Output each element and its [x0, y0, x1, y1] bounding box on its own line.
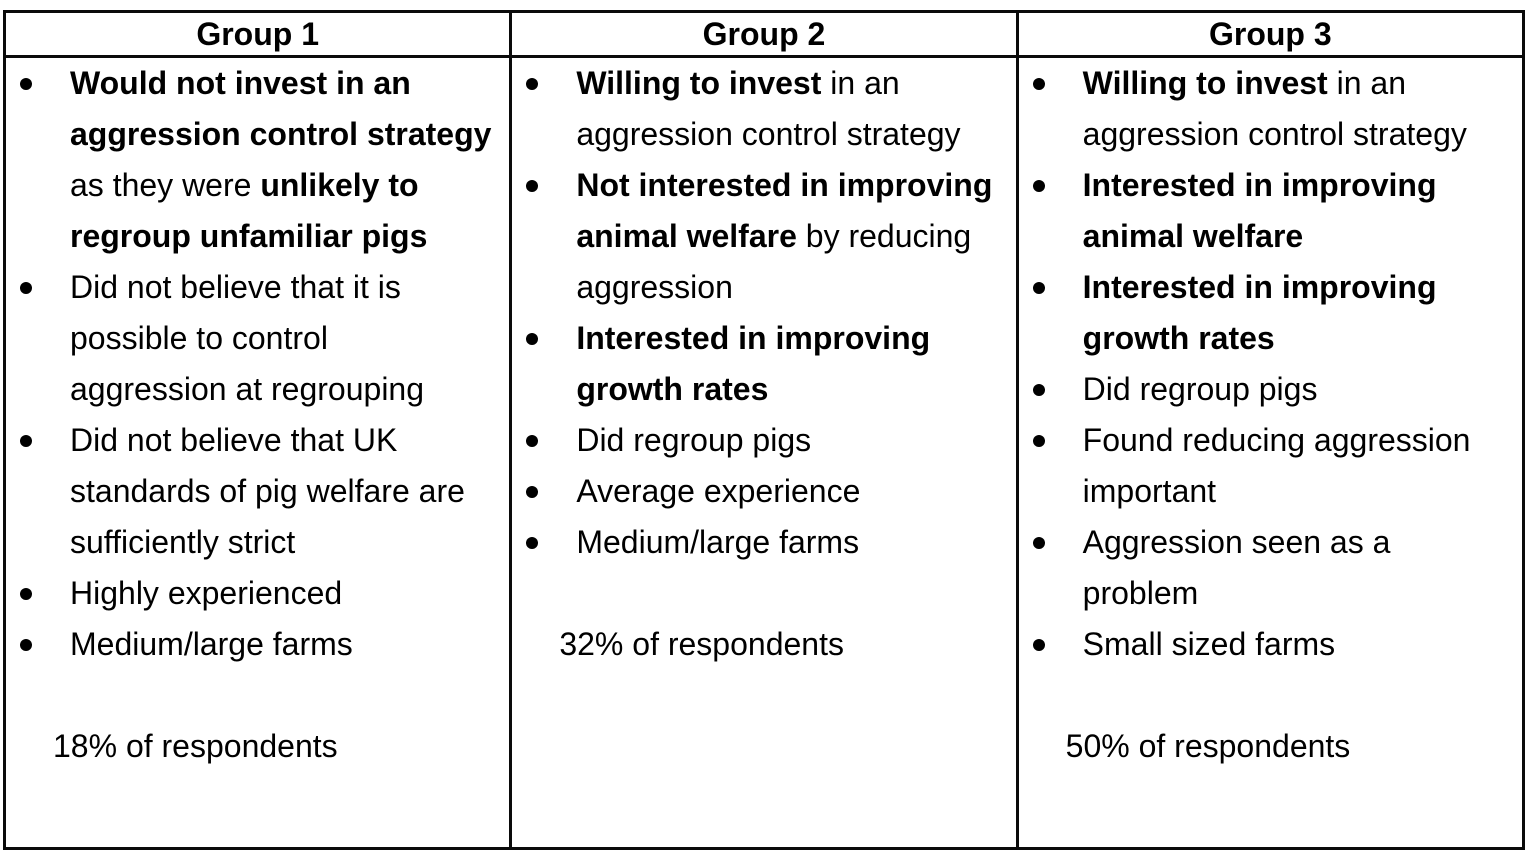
bullet-item: Medium/large farms: [6, 619, 505, 670]
bullet-line: possible to control: [70, 320, 328, 356]
group-2-column: Group 2 Willing to invest in an aggressio…: [509, 13, 1016, 847]
bullet-icon: [526, 333, 539, 345]
bullet-item: Not interested in improving animal welfar…: [512, 160, 1011, 313]
group-3-column: Group 3 Willing to invest in an aggressio…: [1015, 13, 1522, 847]
bullet-icon: [1032, 78, 1045, 90]
bullet-item: Aggression seen as a problem: [1019, 517, 1518, 619]
group-3-header: Group 3: [1018, 13, 1522, 58]
group-2-bullet-list: Willing to invest in an aggression contro…: [512, 58, 1011, 568]
bullet-line: Interested in improving: [1082, 269, 1437, 305]
bullet-item: Found reducing aggression important: [1019, 415, 1518, 517]
bullet-icon: [20, 588, 32, 600]
bullet-item: Highly experienced: [6, 568, 505, 619]
bullet-item: Willing to invest in an aggression contro…: [1019, 58, 1518, 160]
bullet-line: important: [1082, 473, 1217, 509]
group-1-body: Would not invest in an aggression control…: [6, 58, 509, 847]
bullet-item: Small sized farms: [1019, 619, 1518, 670]
bullet-line: Medium/large farms: [576, 524, 860, 560]
bullet-line: aggression at regrouping: [70, 371, 425, 407]
bullet-line: Did regroup pigs: [576, 422, 812, 458]
respondent-groups-table: Group 1 Would not invest in an aggression…: [3, 10, 1525, 850]
bullet-line: Average experience: [576, 473, 861, 509]
bullet-line: Willing to invest in an: [1082, 65, 1406, 101]
bullet-icon: [1032, 282, 1045, 294]
bullet-line: growth rates: [1082, 320, 1275, 356]
bullet-line: aggression control strategy: [1082, 116, 1467, 152]
bullet-line: Not interested in improving: [576, 167, 993, 203]
bullet-icon: [526, 435, 539, 447]
bullet-icon: [526, 180, 539, 192]
bullet-line: as they were unlikely to: [70, 167, 419, 203]
group-2-respondent-share: 32% of respondents: [559, 626, 844, 662]
bullet-icon: [1032, 384, 1045, 396]
bullet-item: Interested in improving growth rates: [1019, 262, 1518, 364]
group-3-respondent-share: 50% of respondents: [1065, 728, 1351, 764]
group-2-body: Willing to invest in an aggression contro…: [512, 58, 1015, 847]
group-3-bullet-list: Willing to invest in an aggression contro…: [1019, 58, 1518, 670]
group-1-column: Group 1 Would not invest in an aggression…: [6, 13, 510, 847]
bullet-line: Willing to invest in an: [576, 65, 900, 101]
bullet-item: Did not believe that UK standards of pig …: [6, 415, 505, 568]
bullet-icon: [526, 486, 539, 498]
bullet-line: aggression control strategy: [70, 116, 492, 152]
bullet-icon: [20, 639, 32, 651]
bullet-line: problem: [1082, 575, 1199, 611]
bullet-line: Did not believe that UK: [70, 422, 398, 458]
bullet-line: animal welfare by reducing: [576, 218, 972, 254]
bullet-item: Interested in improving animal welfare: [1019, 160, 1518, 262]
bullet-line: aggression: [576, 269, 733, 305]
bullet-icon: [1032, 639, 1045, 651]
bullet-icon: [1032, 537, 1045, 549]
bullet-line: growth rates: [576, 371, 769, 407]
bullet-line: sufficiently strict: [70, 524, 296, 560]
bullet-line: Interested in improving: [1082, 167, 1437, 203]
bullet-line: standards of pig welfare are: [70, 473, 465, 509]
group-1-respondent-share: 18% of respondents: [53, 728, 338, 764]
bullet-line: aggression control strategy: [576, 116, 961, 152]
bullet-line: Found reducing aggression: [1082, 422, 1471, 458]
bullet-icon: [1032, 180, 1045, 192]
bullet-item: Did not believe that it is possible to co…: [6, 262, 505, 415]
group-1-bullet-list: Would not invest in an aggression control…: [6, 58, 505, 670]
bullet-line: Did regroup pigs: [1082, 371, 1318, 407]
bullet-item: Interested in improving growth rates: [512, 313, 1011, 415]
bullet-item: Willing to invest in an aggression contro…: [512, 58, 1011, 160]
bullet-line: Interested in improving: [576, 320, 931, 356]
bullet-icon: [20, 435, 32, 447]
bullet-icon: [1032, 435, 1045, 447]
bullet-line: animal welfare: [1082, 218, 1304, 254]
bullet-icon: [20, 78, 32, 90]
bullet-item: Average experience: [512, 466, 1011, 517]
bullet-line: Small sized farms: [1082, 626, 1336, 662]
group-1-header: Group 1: [6, 13, 510, 58]
bullet-item: Medium/large farms: [512, 517, 1011, 568]
bullet-icon: [526, 537, 539, 549]
bullet-line: Aggression seen as a: [1082, 524, 1391, 560]
bullet-line: Medium/large farms: [70, 626, 353, 662]
bullet-line: Did not believe that it is: [70, 269, 401, 305]
bullet-line: Would not invest in an: [70, 65, 411, 101]
bullet-item: Would not invest in an aggression control…: [6, 58, 505, 262]
group-3-body: Willing to invest in an aggression contro…: [1019, 58, 1522, 847]
bullet-item: Did regroup pigs: [512, 415, 1011, 466]
bullet-icon: [20, 282, 32, 294]
bullet-line: Highly experienced: [70, 575, 343, 611]
bullet-icon: [526, 78, 539, 90]
group-2-header: Group 2: [512, 13, 1016, 58]
bullet-line: regroup unfamiliar pigs: [70, 218, 428, 254]
bullet-item: Did regroup pigs: [1019, 364, 1518, 415]
